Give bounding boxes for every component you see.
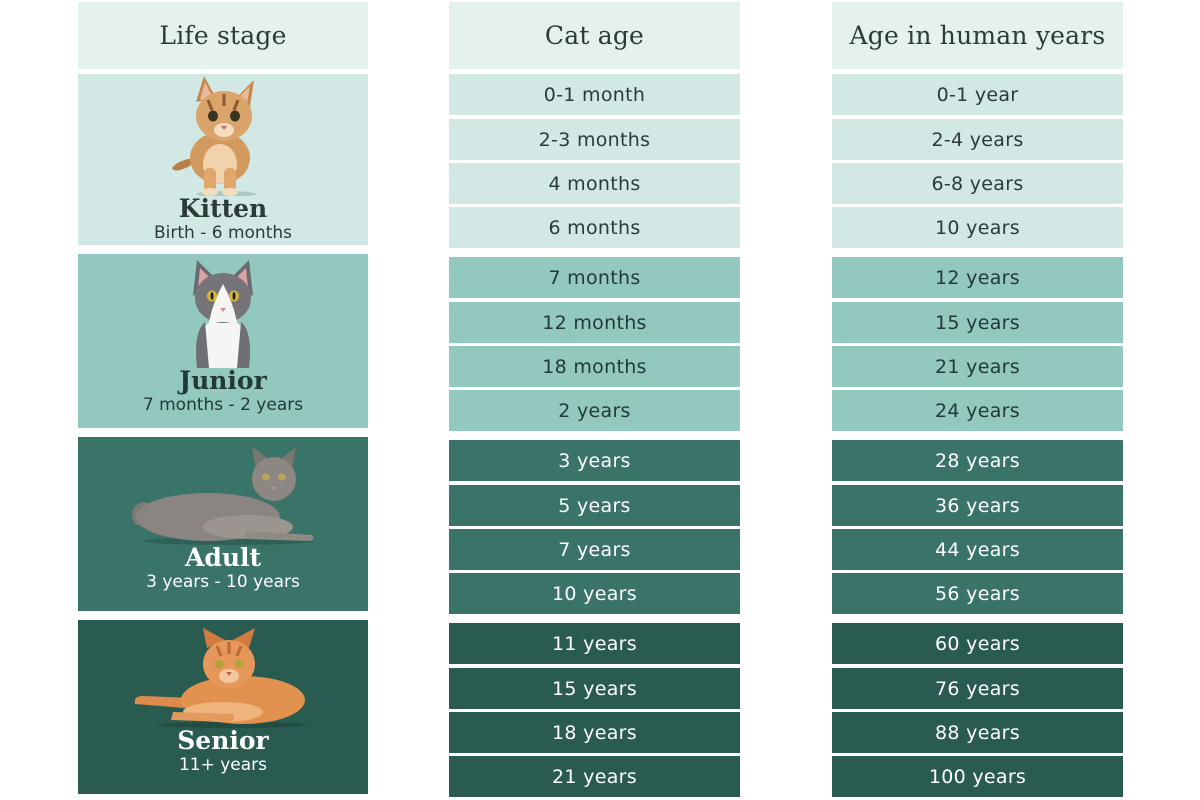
stage-junior: Junior 7 months - 2 years [78,254,368,428]
cat-age-cell: 12 months [449,302,740,343]
human-age-cell: 76 years [832,668,1123,709]
human-age-cell: 2-4 years [832,119,1123,160]
senior-orange-cat-lying-photo [134,628,308,728]
cat-age-cell: 11 years [449,623,740,664]
human-age-cell: 56 years [832,573,1123,614]
human-age-cell: 10 years [832,207,1123,248]
cat-age-cell: 7 months [449,257,740,298]
cat-age-cell: 2 years [449,390,740,431]
human-age-cell: 44 years [832,529,1123,570]
human-age-header: Age in human years [832,2,1123,69]
cat-age-cell: 2-3 months [449,119,740,160]
stage-name: Senior [177,726,269,755]
human-age-cell: 0-1 year [832,74,1123,115]
cat-age-cell: 18 months [449,346,740,387]
human-age-cell: 15 years [832,302,1123,343]
cat-age-cell: 3 years [449,440,740,481]
stage-range: Birth - 6 months [153,223,292,243]
cat-age-cell: 5 years [449,485,740,526]
human-age-cell: 21 years [832,346,1123,387]
human-age-cell: 60 years [832,623,1123,664]
stage-name: Adult [184,543,262,572]
adult-grey-cat-lying-photo [132,447,314,545]
cat-age-cell: 7 years [449,529,740,570]
stage-adult: Adult 3 years - 10 years [78,437,368,611]
cat-age-cell: 0-1 month [449,74,740,115]
cat-age-cell: 15 years [449,668,740,709]
human-age-cell: 24 years [832,390,1123,431]
stage-name: Junior [179,366,267,395]
human-age-cell: 36 years [832,485,1123,526]
cat-age-cell: 4 months [449,163,740,204]
human-age-cell: 6-8 years [832,163,1123,204]
stage-range: 3 years - 10 years [146,572,300,592]
stage-senior: Senior 11+ years [78,620,368,794]
cat-age-cell: 18 years [449,712,740,753]
human-age-cell: 28 years [832,440,1123,481]
cat-age-cell: 21 years [449,756,740,797]
human-age-cell: 12 years [832,257,1123,298]
cat-age-cell: 10 years [449,573,740,614]
stage-range: 7 months - 2 years [142,395,304,415]
kitten-tabby-photo [172,76,256,196]
human-age-cell: 88 years [832,712,1123,753]
junior-grey-white-cat-photo [193,260,253,368]
cat-age-header: Cat age [449,2,740,69]
stage-range: 11+ years [178,755,268,775]
life-stage-header: Life stage [78,2,368,69]
human-age-cell: 100 years [832,756,1123,797]
cat-age-cell: 6 months [449,207,740,248]
stage-name: Kitten [178,194,268,223]
stage-kitten: Kitten Birth - 6 months [78,74,368,245]
